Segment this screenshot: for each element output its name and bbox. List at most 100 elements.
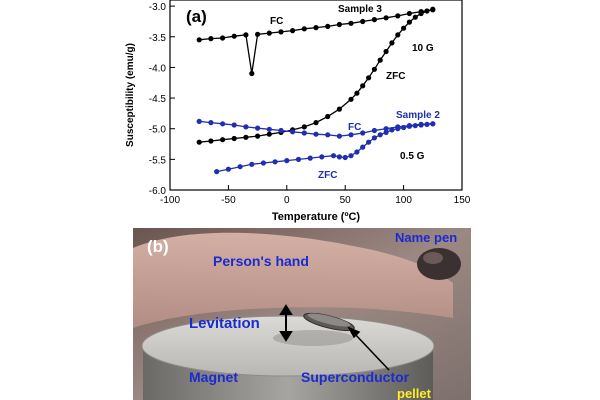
label-persons-hand: Person's hand <box>213 253 309 269</box>
annotation-fc-sample3: FC <box>270 16 283 27</box>
data-point <box>424 121 430 127</box>
data-point <box>313 25 319 31</box>
data-point <box>406 10 412 17</box>
y-axis-label: Susceptibility (emu/g) <box>125 43 136 147</box>
series-line <box>216 123 433 173</box>
magnet-top-image <box>141 315 435 377</box>
annotation-10g: 10 G <box>412 43 434 54</box>
pen-highlight-image <box>423 252 443 264</box>
x-tick-label: 50 <box>340 195 352 206</box>
x-tick-label: 100 <box>395 195 412 206</box>
data-point <box>260 160 266 166</box>
data-point <box>412 14 418 20</box>
data-point <box>266 126 272 132</box>
data-point <box>395 32 401 38</box>
data-point <box>342 154 348 161</box>
data-point <box>401 124 407 131</box>
data-point <box>249 70 255 77</box>
series-line <box>199 8 433 143</box>
magnet-shadow-image <box>273 330 353 346</box>
data-point <box>366 75 372 81</box>
series-line <box>199 9 433 74</box>
data-point <box>371 66 377 72</box>
data-point <box>412 123 418 129</box>
data-point <box>278 127 284 134</box>
data-point <box>249 161 255 167</box>
data-point <box>395 13 401 19</box>
data-point <box>383 129 389 135</box>
data-point <box>354 90 360 96</box>
series-layer <box>196 6 436 175</box>
y-tick-label: -6.0 <box>149 186 167 197</box>
data-point <box>290 28 296 34</box>
data-point <box>196 37 202 43</box>
data-point <box>325 132 331 138</box>
data-point <box>366 139 372 145</box>
data-point <box>301 124 307 130</box>
data-point <box>348 132 354 138</box>
data-point <box>406 19 412 25</box>
data-point <box>278 29 284 35</box>
data-point <box>336 21 342 28</box>
data-point <box>354 149 360 155</box>
x-tick-label: -100 <box>160 195 180 206</box>
y-tick-label: -4.5 <box>149 94 167 105</box>
data-point <box>284 158 290 164</box>
plot-frame <box>169 0 463 191</box>
data-point <box>255 133 261 139</box>
data-point <box>196 139 202 145</box>
label-superconductor: Superconductor <box>301 369 410 385</box>
axis-ticks: -100 -50 0 50 100 150 -3.0 -3.5 -4.0 -4.5 -5.0 -5.5… <box>149 2 471 206</box>
data-point <box>225 166 231 172</box>
data-point <box>348 153 354 159</box>
data-point <box>371 17 377 23</box>
levitation-arrow-icon <box>279 304 293 342</box>
label-pellet: pellet <box>397 386 432 400</box>
data-point <box>360 83 366 89</box>
data-point <box>231 135 237 142</box>
y-tick-label: -3.5 <box>149 33 167 44</box>
data-point <box>208 138 214 144</box>
data-point <box>406 123 412 129</box>
data-point <box>255 125 261 131</box>
data-point <box>220 35 226 41</box>
data-point <box>371 135 377 141</box>
data-point <box>377 132 383 138</box>
panel-label-a: (a) <box>186 7 207 26</box>
pointer-arrow-icon <box>347 326 390 371</box>
x-axis-label: Temperature (ºC) <box>272 211 360 223</box>
levitation-photo: (b) Person's hand Name pen Levitation Ma… <box>133 228 471 400</box>
data-point <box>336 154 342 160</box>
data-point <box>220 121 226 127</box>
annotation-05g: 0.5 G <box>400 151 425 162</box>
data-point <box>290 129 296 135</box>
data-point <box>389 127 395 133</box>
data-point <box>243 124 249 130</box>
data-point <box>336 133 342 139</box>
annotation-zfc-sample2: ZFC <box>318 170 337 181</box>
data-point <box>360 18 366 25</box>
annotation-zfc-sample3: ZFC <box>386 71 405 82</box>
y-tick-label: -5.5 <box>149 155 167 166</box>
data-point <box>383 126 389 132</box>
data-point <box>214 169 220 175</box>
data-point <box>430 6 436 12</box>
panel-label-b: (b) <box>147 237 169 256</box>
label-levitation: Levitation <box>189 315 260 332</box>
data-point <box>301 26 307 32</box>
data-point <box>196 118 202 124</box>
annotation-sample3: Sample 3 <box>338 4 382 15</box>
data-point <box>301 130 307 136</box>
data-point <box>266 131 272 137</box>
data-point <box>231 122 237 128</box>
data-point <box>395 126 401 132</box>
data-point <box>348 20 354 26</box>
label-name-pen: Name pen <box>395 230 457 245</box>
susceptibility-chart: -100 -50 0 50 100 150 -3.0 -3.5 -4.0 -4.5 -5.0 -5.5… <box>125 0 471 223</box>
data-point <box>325 113 331 120</box>
x-tick-label: 150 <box>454 195 471 206</box>
pellet-top-image <box>307 313 351 327</box>
data-point <box>295 156 302 162</box>
data-point <box>243 134 249 140</box>
y-tick-label: -4.0 <box>149 63 167 74</box>
